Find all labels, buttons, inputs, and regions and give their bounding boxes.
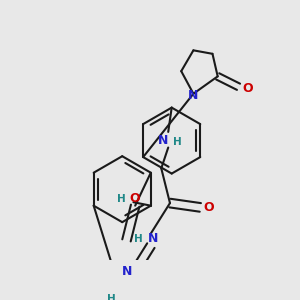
Text: N: N bbox=[122, 265, 133, 278]
Text: H: H bbox=[107, 294, 116, 300]
Text: O: O bbox=[204, 201, 214, 214]
Text: N: N bbox=[147, 232, 158, 245]
Text: O: O bbox=[130, 192, 140, 205]
Text: O: O bbox=[242, 82, 253, 95]
Text: H: H bbox=[117, 194, 126, 204]
Text: H: H bbox=[172, 137, 181, 147]
Text: H: H bbox=[134, 234, 143, 244]
Text: N: N bbox=[188, 89, 199, 102]
Text: N: N bbox=[158, 134, 168, 147]
